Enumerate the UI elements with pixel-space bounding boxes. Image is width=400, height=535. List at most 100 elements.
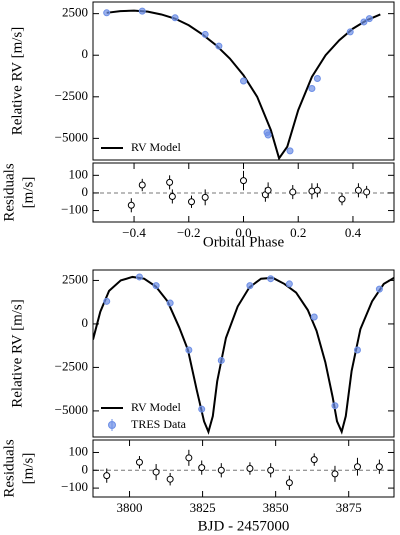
x-axis-label: Orbital Phase [203, 234, 285, 250]
data-point [166, 178, 174, 186]
legend-swatch [108, 421, 116, 429]
plot-area [93, 273, 394, 435]
data-point [185, 454, 193, 462]
x-axis-label: BJD - 2457000 [198, 518, 290, 534]
data-point [103, 472, 111, 480]
legend-label: TRES Data [131, 417, 187, 431]
y-tick-label: 0 [82, 46, 89, 61]
plot-area [93, 170, 394, 213]
data-point [365, 15, 373, 23]
y-tick-label: −100 [61, 479, 88, 494]
x-tick-label: −0.4 [122, 225, 146, 240]
data-point [215, 42, 223, 50]
data-point [331, 470, 339, 478]
y-tick-label: −5000 [55, 129, 88, 144]
data-point [152, 282, 160, 290]
data-point [201, 193, 209, 201]
data-point [360, 18, 368, 26]
y-axis-label: Relative RV [m/s] [9, 27, 25, 136]
y-tick-label: −2500 [55, 88, 88, 103]
y-tick-label: −2500 [55, 358, 88, 373]
data-point [375, 463, 383, 471]
y-axis-label: Relative RV [m/s] [9, 299, 25, 408]
y-tick-label: 100 [69, 166, 89, 181]
data-point [240, 177, 247, 185]
y-tick-label: 0 [82, 315, 89, 330]
data-point [166, 475, 174, 483]
x-tick-label: 0.0 [235, 225, 251, 240]
y-tick-label: −5000 [55, 402, 88, 417]
data-point [267, 275, 275, 283]
data-point [308, 84, 316, 92]
x-tick-label: 3800 [117, 500, 143, 515]
data-point [313, 186, 321, 194]
data-point [135, 458, 143, 466]
x-tick-label: 0.4 [345, 225, 362, 240]
data-point [285, 479, 293, 487]
data-point [331, 402, 339, 410]
y-tick-label: 2500 [62, 5, 88, 20]
data-point [313, 75, 321, 83]
data-point [166, 299, 174, 307]
data-point [346, 28, 354, 36]
frame [92, 439, 395, 498]
data-point [264, 186, 272, 194]
plot-area [93, 449, 394, 490]
frame [92, 162, 395, 223]
data-point [375, 285, 383, 293]
frame [92, 1, 395, 161]
legend-label: RV Model [131, 140, 181, 154]
data-point [240, 77, 247, 85]
data-point [138, 181, 146, 189]
y-tick-label: 2500 [62, 271, 88, 286]
data-point [103, 297, 111, 305]
x-tick-label: 3850 [263, 500, 289, 515]
x-tick-label: −0.2 [177, 225, 201, 240]
data-point [217, 356, 225, 364]
data-point [246, 465, 254, 472]
data-point [353, 346, 361, 354]
data-point [217, 466, 225, 474]
data-point [285, 280, 293, 288]
data-point [310, 313, 318, 321]
frame [92, 269, 395, 438]
legend-label: RV Model [131, 400, 181, 414]
x-tick-label: 0.2 [290, 225, 306, 240]
x-tick-label: 3875 [336, 500, 362, 515]
data-point [135, 273, 143, 281]
y-tick-label: 0 [82, 461, 89, 476]
data-point [171, 14, 179, 22]
data-point [188, 198, 196, 206]
data-point [246, 282, 254, 290]
y-axis-label: Residuals [1, 163, 17, 221]
data-point [286, 147, 294, 155]
data-point [289, 188, 297, 196]
model-line [93, 275, 394, 435]
data-point [338, 195, 346, 203]
data-point [201, 30, 209, 38]
y-axis-label: [m/s] [20, 177, 36, 209]
data-point [363, 188, 371, 196]
data-point [138, 7, 146, 15]
y-tick-label: 0 [82, 184, 89, 199]
data-point [168, 192, 176, 200]
data-point [103, 9, 111, 17]
y-tick-label: −100 [61, 202, 88, 217]
data-point [267, 466, 275, 474]
model-line [106, 9, 381, 160]
data-point [310, 456, 318, 464]
data-point [354, 186, 362, 194]
x-tick-label: 3825 [190, 500, 216, 515]
data-point [185, 346, 193, 354]
y-axis-label: Residuals [1, 439, 17, 497]
data-point [198, 464, 206, 472]
data-point [353, 463, 361, 471]
y-tick-label: 100 [69, 443, 89, 458]
data-point [198, 405, 206, 413]
plot-area [103, 7, 381, 160]
data-point [152, 468, 160, 476]
data-point [264, 131, 272, 139]
data-point [127, 201, 135, 209]
